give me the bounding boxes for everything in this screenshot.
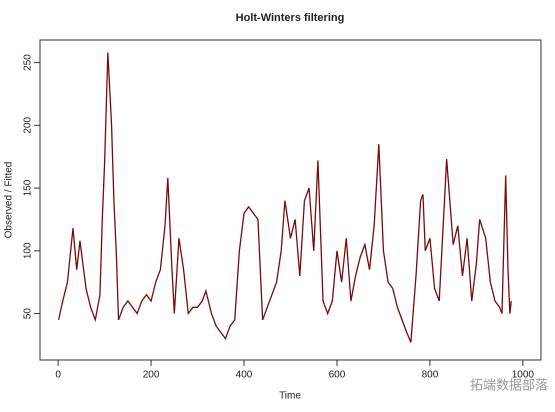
y-tick-label: 50 [23,308,34,320]
x-tick-label: 400 [236,370,253,381]
plot-frame [39,39,542,361]
chart-title: Holt-Winters filtering [236,12,345,24]
x-tick-label: 600 [329,370,346,381]
x-tick-label: 800 [422,370,439,381]
x-tick-label: 0 [55,370,61,381]
x-axis-label: Time [279,391,301,402]
y-tick-label: 250 [23,54,34,71]
x-tick-label: 1000 [512,370,535,381]
y-tick-label: 100 [23,242,34,259]
y-tick-label: 200 [23,117,34,134]
y-axis-label: Observed / Fitted [4,162,15,239]
y-tick-label: 150 [23,179,34,196]
watermark: 拓端数据部落 [470,377,548,392]
data-line [57,52,512,343]
x-tick-label: 200 [143,370,160,381]
